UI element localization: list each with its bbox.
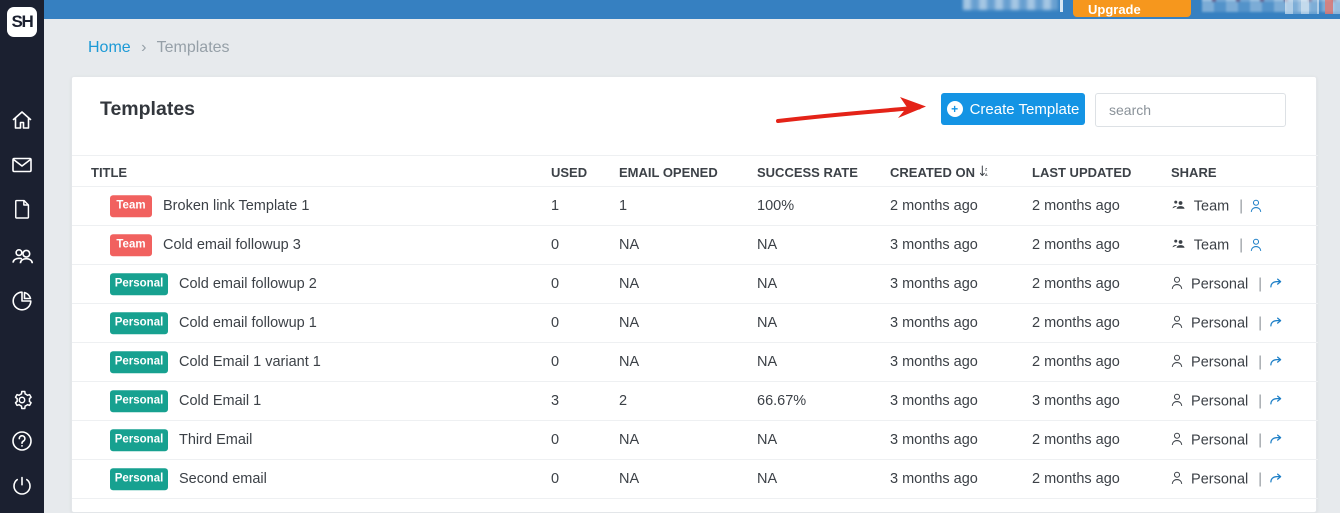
svg-text:Z: Z	[985, 168, 988, 172]
svg-text:A: A	[985, 173, 988, 177]
